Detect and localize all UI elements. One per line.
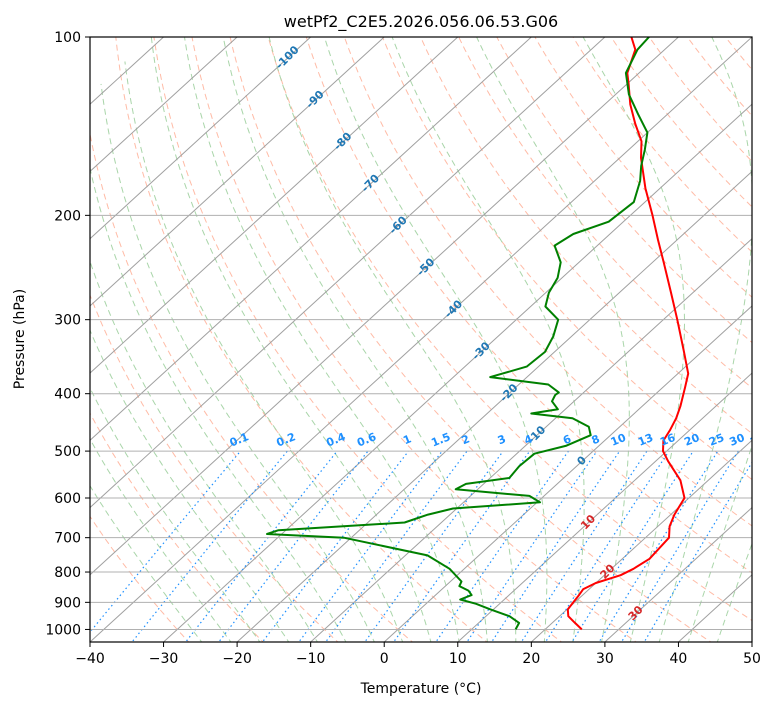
isotherm-line	[530, 439, 752, 642]
x-tick-label: −20	[222, 651, 252, 667]
isotherm-line	[383, 305, 752, 642]
mixing-ratio-label: 30	[728, 431, 747, 449]
mixing-ratio-line	[435, 450, 569, 642]
y-tick-label: 1000	[45, 622, 81, 638]
dry-adiabat	[305, 37, 752, 574]
mixing-ratio-line	[544, 450, 670, 642]
isotherm-line	[90, 37, 238, 173]
y-tick-label: 900	[54, 595, 81, 611]
chart-title: wetPf2_C2E5.2026.056.06.53.G06	[284, 12, 558, 32]
mixing-ratio-label: 20	[682, 431, 701, 449]
isotherm-line	[90, 37, 680, 576]
x-tick-label: 20	[522, 651, 540, 667]
mixing-ratio-label: 10	[609, 431, 628, 449]
axis-ticks: −40 −30 −20 −10 0 10 20 30 40 50 100 200 300 400 500 60…	[45, 30, 761, 667]
y-tick-label: 500	[54, 444, 81, 460]
temperature-profile-line	[566, 37, 690, 631]
x-tick-label: 10	[449, 651, 467, 667]
mixing-ratio-label: 3	[496, 432, 508, 447]
moist-adiabat	[90, 259, 319, 642]
moist-adiabat	[90, 387, 261, 642]
mixing-ratio-line	[466, 450, 598, 642]
pressure-gridlines	[90, 37, 752, 630]
moist-adiabat	[90, 438, 232, 642]
x-tick-label: −30	[149, 651, 179, 667]
mixing-ratio-line	[90, 450, 241, 633]
mixing-ratio-label: 16	[658, 431, 677, 449]
isotherm-label: 40	[660, 639, 680, 659]
mixing-ratio-label: 2	[460, 432, 472, 447]
isotherm-line	[457, 372, 752, 642]
isotherm-line	[309, 237, 752, 642]
dry-adiabat	[343, 37, 752, 527]
dry-adiabat	[267, 37, 752, 622]
isotherm-line	[162, 103, 752, 642]
y-tick-label: 800	[54, 565, 81, 581]
mixing-ratio-line	[643, 461, 752, 642]
plot-frame	[89, 36, 753, 643]
mixing-ratio-line	[490, 450, 621, 642]
mixing-ratio-line	[218, 450, 369, 642]
mixing-ratio-line	[620, 450, 739, 642]
mixing-ratio-label: 25	[707, 431, 726, 449]
y-tick-label: 600	[54, 491, 81, 507]
y-tick-label: 200	[54, 208, 81, 224]
dry-adiabat	[90, 412, 264, 642]
x-tick-label: 50	[743, 651, 761, 667]
isotherm-line	[90, 37, 752, 642]
dewpoint-profile-line	[266, 37, 650, 630]
mixing-ratio-label: 8	[590, 432, 602, 447]
x-axis-label: Temperature (°C)	[360, 681, 482, 697]
y-axis-label: Pressure (hPa)	[12, 289, 28, 389]
mixing-ratio-label: 36	[748, 431, 767, 449]
y-tick-label: 300	[54, 313, 81, 329]
isotherm-line	[90, 37, 459, 374]
x-tick-label: −10	[296, 651, 326, 667]
isotherm-line	[90, 37, 312, 240]
isotherm-line	[90, 37, 606, 509]
isotherm-line	[604, 506, 752, 642]
mixing-ratio-label: 13	[636, 431, 655, 449]
x-tick-label: 30	[596, 651, 614, 667]
mixing-ratio-line	[324, 450, 468, 642]
mixing-ratio-line	[598, 450, 719, 642]
y-tick-label: 700	[54, 531, 81, 547]
y-tick-label: 100	[54, 30, 81, 46]
y-tick-label: 400	[54, 387, 81, 403]
mixing-ratio-line	[520, 450, 648, 642]
isotherm-line	[90, 37, 533, 442]
mixing-ratio-line	[184, 450, 338, 642]
sounding-series	[266, 37, 690, 631]
isotherm-line	[236, 170, 752, 642]
moist-adiabat	[100, 83, 375, 642]
mixing-ratio-line	[571, 450, 694, 642]
x-tick-label: 0	[380, 651, 389, 667]
mixing-ratio-label: 1	[401, 432, 413, 447]
isotherm-line	[90, 37, 385, 307]
x-tick-label: 40	[670, 651, 688, 667]
x-tick-label: −40	[75, 651, 105, 667]
dry-adiabat	[115, 37, 488, 642]
